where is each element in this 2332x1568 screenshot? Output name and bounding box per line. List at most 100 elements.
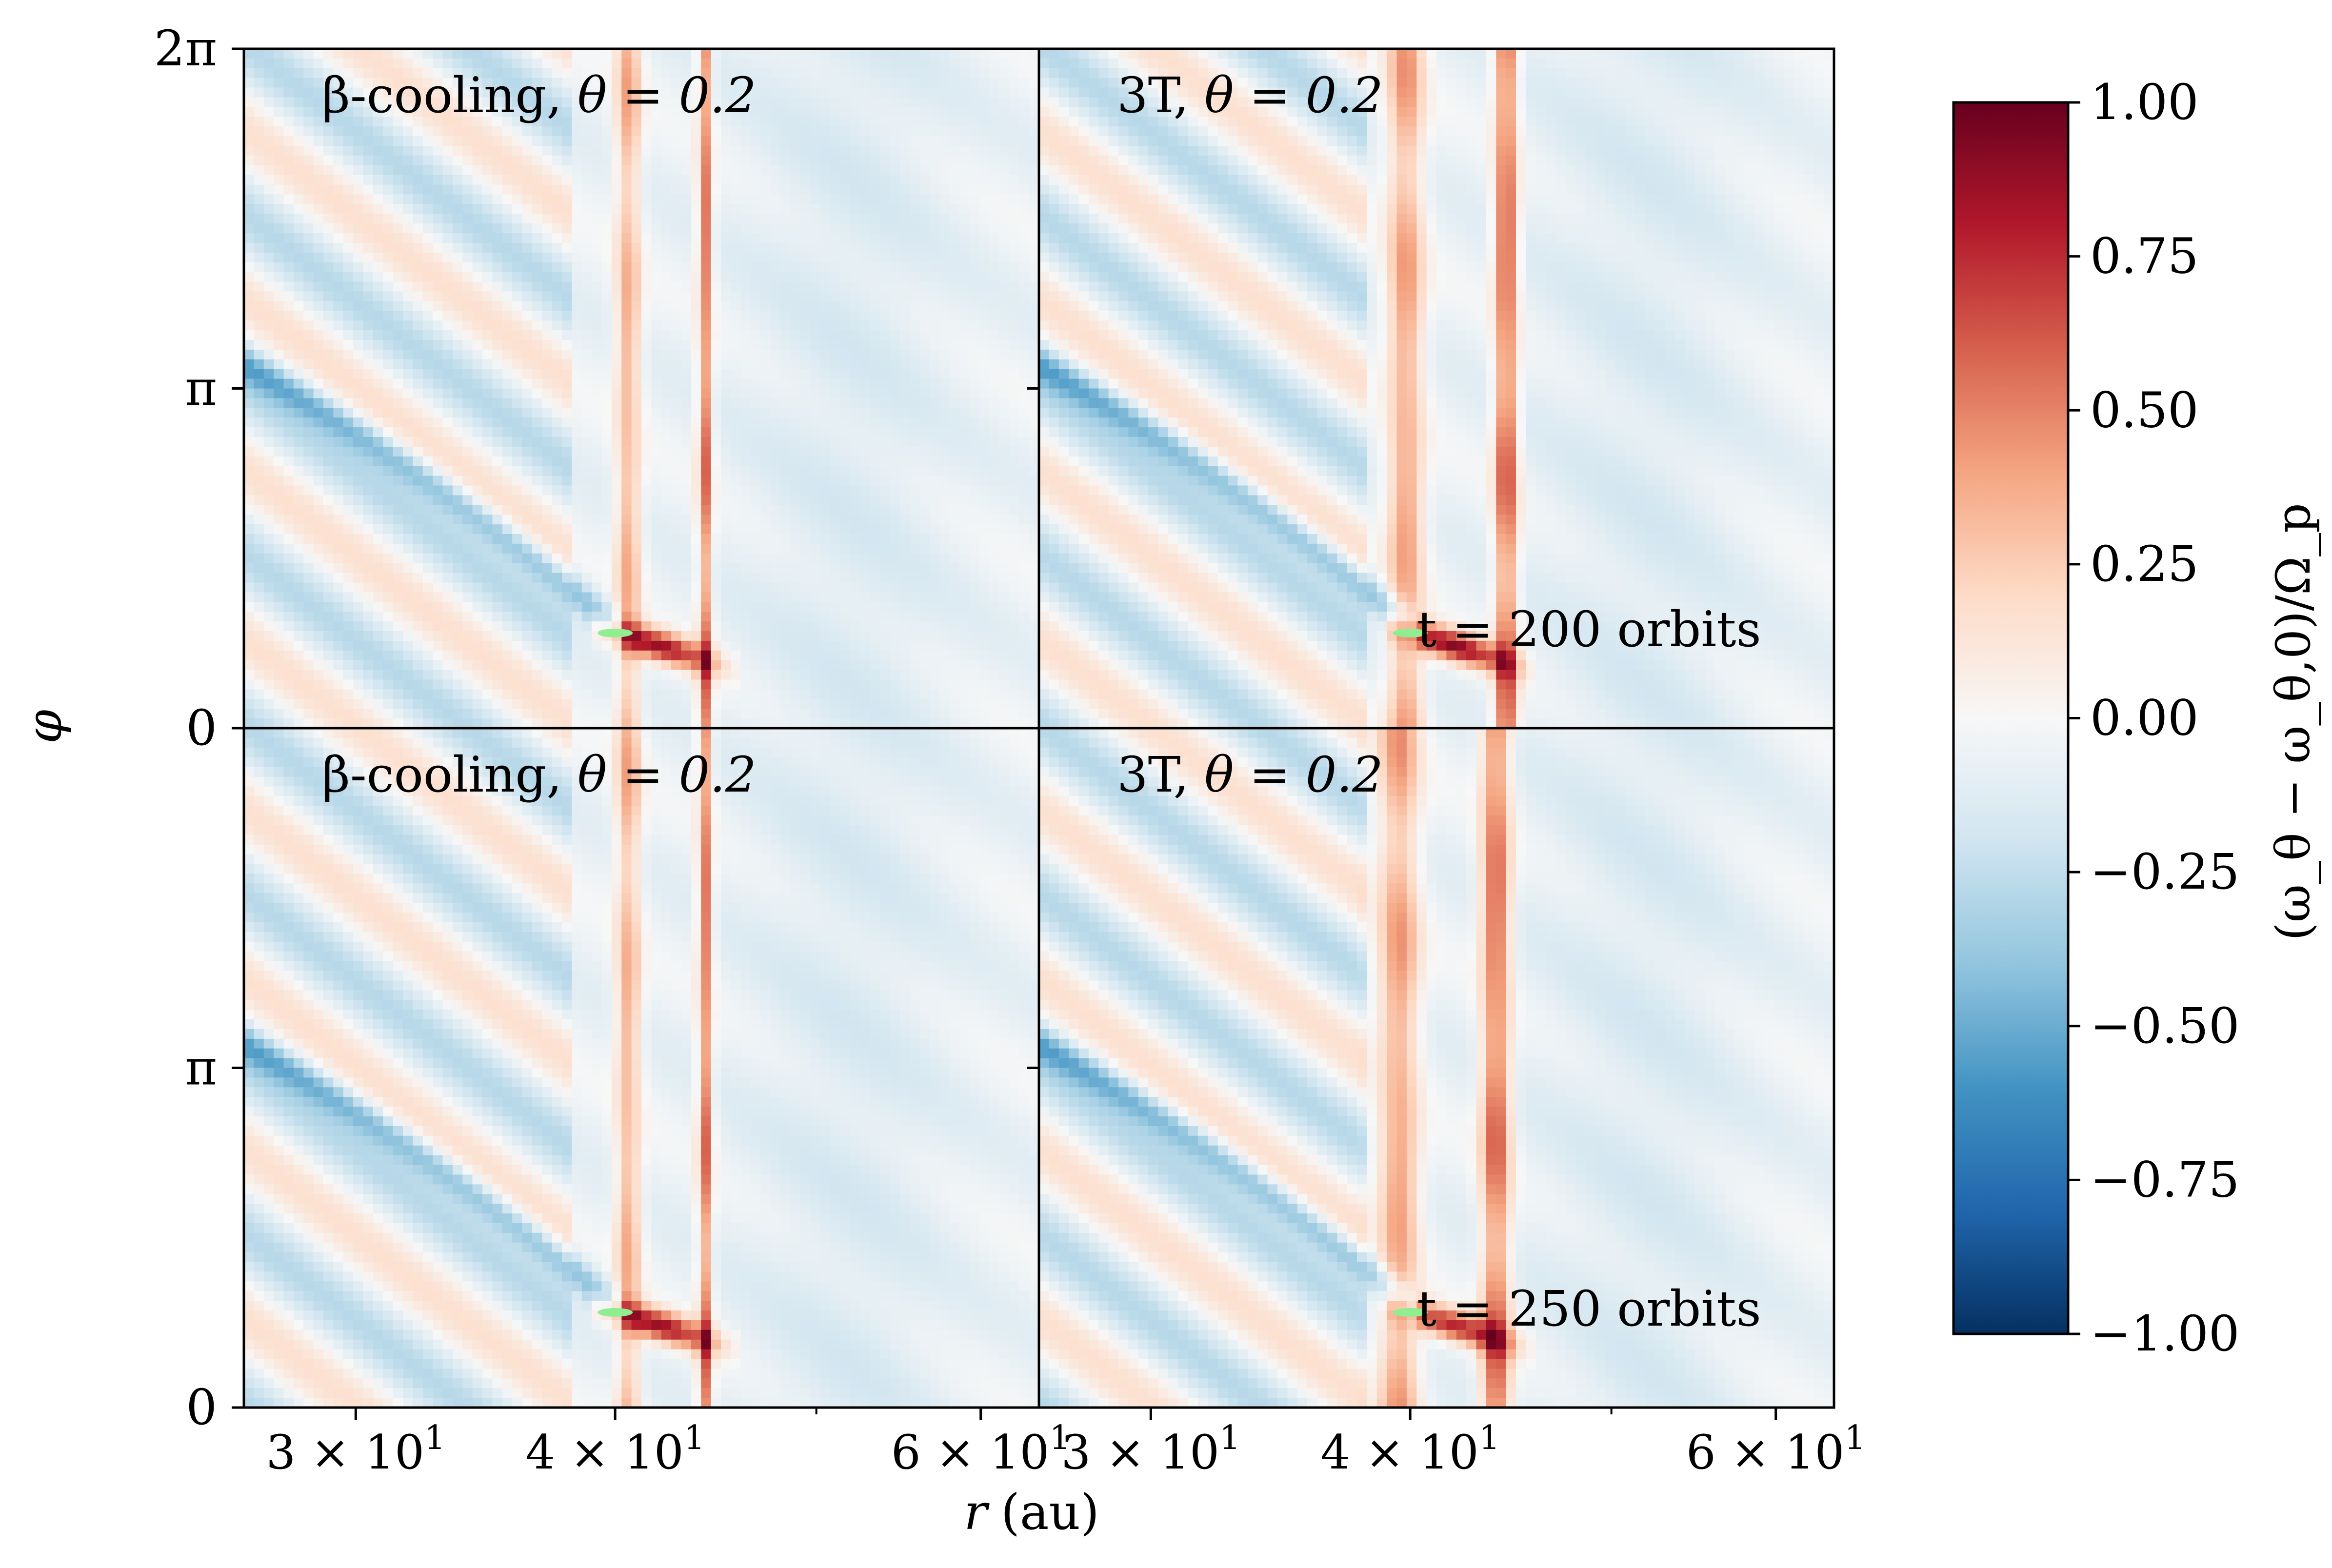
heatmap-cell	[562, 456, 573, 467]
heatmap-cell	[621, 340, 632, 350]
heatmap-cell	[939, 456, 950, 467]
heatmap-cell	[492, 408, 503, 418]
heatmap-cell	[641, 155, 652, 166]
heatmap-cell	[860, 87, 871, 98]
heatmap-cell	[830, 505, 841, 515]
heatmap-cell	[840, 359, 851, 370]
heatmap-cell	[313, 136, 324, 146]
heatmap-cell	[254, 495, 264, 506]
heatmap-cell	[780, 204, 791, 215]
heatmap-cell	[512, 524, 523, 535]
heatmap-cell	[283, 330, 294, 340]
heatmap-cell	[631, 369, 642, 379]
heatmap-cell	[820, 378, 831, 389]
heatmap-cell	[731, 146, 741, 156]
heatmap-cell	[790, 573, 801, 583]
heatmap-cell	[751, 252, 761, 263]
heatmap-cell	[393, 466, 403, 476]
heatmap-cell	[800, 223, 811, 234]
heatmap-cell	[899, 349, 910, 360]
heatmap-cell	[740, 311, 751, 321]
heatmap-cell	[611, 262, 622, 273]
heatmap-cell	[850, 602, 861, 612]
heatmap-cell	[800, 524, 811, 535]
heatmap-cell	[254, 107, 264, 118]
heatmap-cell	[701, 573, 712, 583]
heatmap-cell	[254, 349, 264, 360]
heatmap-cell	[780, 446, 791, 457]
heatmap-cell	[472, 359, 483, 370]
heatmap-cell	[373, 107, 384, 118]
heatmap-cell	[870, 524, 880, 535]
heatmap-cell	[691, 495, 702, 506]
heatmap-cell	[681, 553, 692, 564]
heatmap-cell	[711, 670, 721, 680]
heatmap-cell	[661, 660, 672, 671]
heatmap-cell	[820, 602, 831, 612]
heatmap-cell	[373, 184, 384, 195]
heatmap-cell	[343, 194, 354, 205]
heatmap-cell	[572, 640, 582, 651]
heatmap-cell	[244, 78, 255, 88]
heatmap-cell	[422, 505, 433, 515]
heatmap-cell	[592, 670, 602, 680]
heatmap-cell	[393, 272, 403, 282]
heatmap-cell	[353, 184, 364, 195]
heatmap-cell	[323, 437, 334, 447]
heatmap-cell	[274, 320, 284, 331]
heatmap-cell	[661, 553, 672, 564]
heatmap-cell	[472, 621, 483, 632]
heatmap-cell	[293, 437, 304, 447]
heatmap-cell	[552, 543, 562, 554]
heatmap-cell	[592, 340, 602, 350]
heatmap-cell	[641, 58, 652, 69]
heatmap-cell	[711, 437, 721, 447]
heatmap-cell	[929, 612, 940, 622]
heatmap-cell	[910, 146, 920, 156]
heatmap-cell	[532, 524, 543, 535]
heatmap-cell	[303, 340, 314, 350]
heatmap-cell	[740, 194, 751, 205]
heatmap-cell	[631, 476, 642, 486]
heatmap-cell	[592, 87, 602, 98]
heatmap-cell	[929, 553, 940, 564]
heatmap-cell	[840, 466, 851, 476]
heatmap-cell	[651, 117, 662, 127]
heatmap-cell	[661, 359, 672, 370]
heatmap-cell	[592, 369, 602, 379]
heatmap-cell	[840, 621, 851, 632]
heatmap-cell	[433, 573, 443, 583]
heatmap-cell	[721, 68, 732, 79]
heatmap-cell	[611, 466, 622, 476]
heatmap-cell	[919, 233, 930, 243]
heatmap-cell	[949, 126, 960, 137]
heatmap-cell	[810, 369, 821, 379]
heatmap-cell	[293, 155, 304, 166]
heatmap-cell	[770, 301, 781, 312]
heatmap-cell	[542, 398, 553, 409]
heatmap-cell	[293, 476, 304, 486]
heatmap-cell	[631, 291, 642, 302]
heatmap-cell	[929, 524, 940, 535]
heatmap-cell	[919, 175, 930, 185]
heatmap-cell	[542, 524, 553, 535]
heatmap-cell	[303, 136, 314, 146]
heatmap-cell	[681, 243, 692, 253]
heatmap-cell	[621, 612, 632, 622]
heatmap-cell	[740, 612, 751, 622]
heatmap-cell	[482, 689, 493, 700]
heatmap-cell	[433, 214, 443, 224]
heatmap-cell	[542, 233, 553, 243]
heatmap-cell	[592, 359, 602, 370]
heatmap-cell	[592, 563, 602, 574]
heatmap-cell	[263, 398, 274, 409]
heatmap-cell	[939, 602, 950, 612]
heatmap-cell	[581, 534, 592, 544]
heatmap-cell	[810, 505, 821, 515]
heatmap-cell	[363, 330, 374, 340]
heatmap-cell	[413, 388, 423, 399]
heatmap-cell	[611, 485, 622, 496]
heatmap-cell	[383, 136, 394, 146]
heatmap-cell	[800, 476, 811, 486]
heatmap-cell	[581, 573, 592, 583]
